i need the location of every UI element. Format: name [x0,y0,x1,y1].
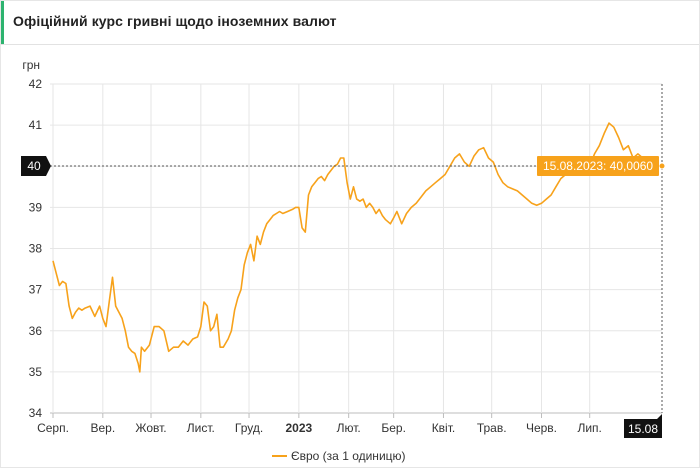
y-tick-label: 36 [29,324,43,338]
x-tick-label: Серп. [37,421,69,435]
card-header: Офіційний курс гривні щодо іноземних вал… [1,1,699,45]
hover-point-marker [658,162,666,170]
crosshair-x-label: 15.08 [628,422,658,436]
page-title: Офіційний курс гривні щодо іноземних вал… [13,13,337,29]
series-layer [52,122,663,373]
crosshair-x-label-box [624,414,662,438]
x-tick-label: Лист. [187,421,215,435]
y-tick-label: 34 [29,406,43,420]
x-tick-label: Трав. [477,421,507,435]
tooltip-text: 15.08.2023: 40,0060 [543,159,653,173]
crosshair-y-label: 40 [27,159,41,173]
y-axis-label: грн [22,58,40,72]
tooltip-box [537,156,659,177]
crosshair-y-label-box [21,156,51,177]
y-tick-label: 37 [29,283,43,297]
x-axis: Серп. Вер. Жовт. Лист. Груд. 2023 Лют. Бер. Квіт… [37,413,602,435]
y-tick-label: 42 [29,77,43,91]
legend[interactable]: Євро (за 1 одиницю) [272,449,406,463]
y-tick-label: 38 [29,242,43,256]
header-accent-bar [1,1,4,44]
x-tick-label: Вер. [90,421,115,435]
x-tick-label: Черв. [526,421,557,435]
grid [50,83,662,414]
crosshair: 15.08.2023: 40,0060 40 15.08 [21,84,666,438]
series-line-euro[interactable] [52,122,663,373]
y-tick-label: 35 [29,365,43,379]
x-tick-label: Жовт. [135,421,166,435]
legend-label: Євро (за 1 одиницю) [291,449,406,463]
x-tick-label: Бер. [381,421,406,435]
y-tick-label: 41 [29,118,43,132]
x-tick-label: 2023 [285,421,312,435]
y-tick-label: 39 [29,200,43,214]
y-axis: 34 35 36 37 38 39 40 41 42 [29,77,43,420]
x-tick-label: Квіт. [432,421,456,435]
x-tick-label: Лип. [577,421,601,435]
x-tick-label: Лют. [337,421,361,435]
x-tick-label: Груд. [235,421,263,435]
